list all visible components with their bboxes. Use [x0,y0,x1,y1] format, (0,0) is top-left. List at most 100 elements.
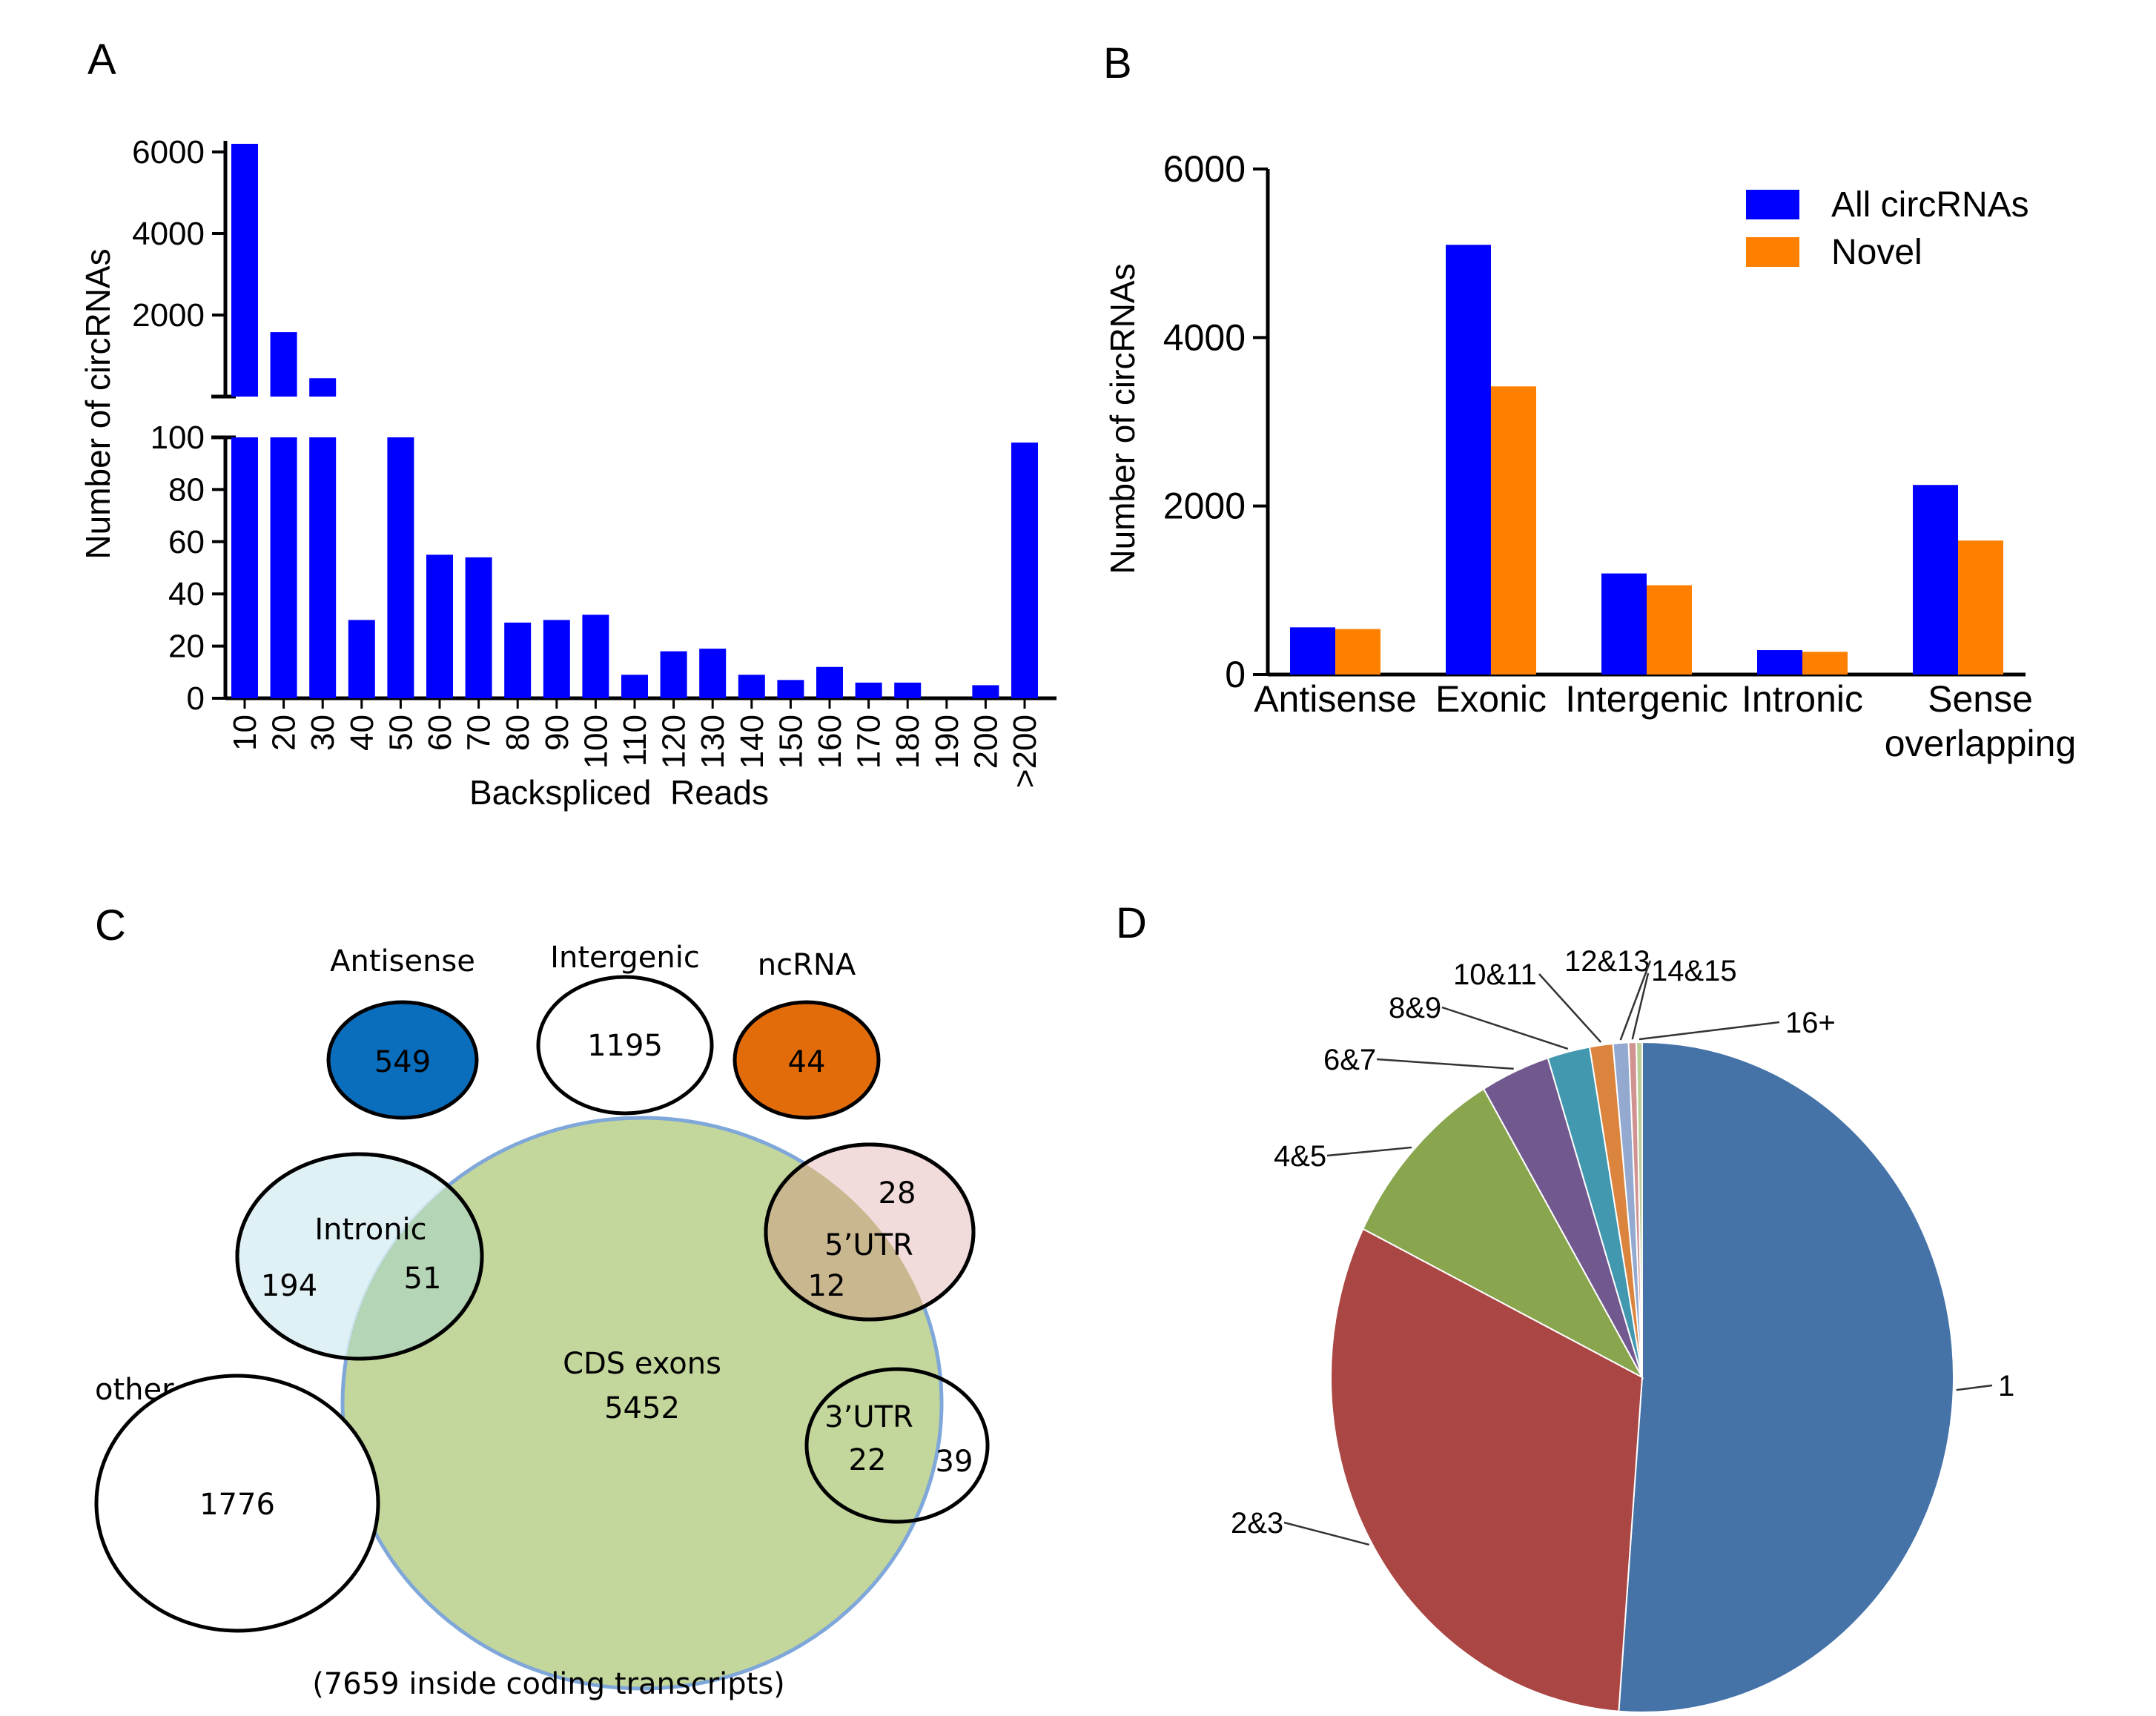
panel-b-y-ticks: 0 2000 4000 6000 [1163,148,1268,695]
count-cds-exons: 5452 [604,1391,680,1425]
pie-label-2&3: 2&3 [1231,1507,1283,1540]
panel-a-x-ticks: 10 20 30 40 50 60 70 80 90 100 110 120 130 140 150 160 1… [227,698,1043,788]
pie-leader-line [1326,1146,1412,1157]
panel-b: B 0 2000 4000 6000 Antisense Exonic Intergeni… [1103,39,2076,764]
bar-10 [231,437,258,698]
y-tick-label: 2000 [132,297,205,334]
x-tick-label: Intergenic [1565,678,1728,720]
legend-swatch-novel [1746,237,1799,267]
x-tick-label: 50 [383,715,419,751]
x-tick-label: overlapping [1885,723,2077,764]
y-tick-label: 40 [168,576,205,612]
pie-leader-line [1639,1021,1780,1041]
count-ncrna: 44 [788,1045,826,1079]
pie-slice-16+ [1636,1041,1643,1378]
panel-b-y-label: Number of circRNAs [1103,263,1142,574]
bar-Novel-Intronic [1802,652,1848,675]
pie-slice-2&3 [1330,1228,1644,1712]
count-intronic-cds: 51 [404,1262,442,1296]
x-tick-label: Intronic [1742,678,1863,720]
panel-a-y-ticks: 0 20 40 60 80 100 2000 4000 6000 [132,134,225,717]
x-tick-label: >200 [1007,715,1043,788]
count-5utr-only: 28 [879,1176,916,1210]
x-tick-label: 200 [968,715,1004,769]
bar-upper-20 [270,332,297,397]
x-tick-label: Antisense [1254,678,1417,720]
x-tick-label: 190 [929,715,965,769]
label-5utr: 5’UTR [824,1228,913,1262]
venn-3utr [804,1367,990,1524]
bar-Novel-Antisense [1335,629,1380,675]
x-tick-label: 160 [812,715,848,769]
x-tick-label: Exonic [1435,678,1547,720]
pie-label-16+: 16+ [1785,1007,1836,1039]
panel-c-label: C [95,901,126,950]
pie-leader-line [1376,1058,1514,1070]
x-tick-label: 40 [344,715,380,751]
venn-antisense [326,1000,479,1120]
panel-b-label: B [1103,39,1132,87]
x-tick-label: 90 [539,715,575,751]
pie-leader-line [1631,973,1650,1040]
pie-label-14&15: 14&15 [1651,955,1737,987]
panel-a-label: A [87,36,116,84]
set-title-ncrna: ncRNA [758,948,856,982]
panel-a-x-label: Backspliced Reads [469,773,769,812]
pie-label-4&5: 4&5 [1274,1140,1326,1173]
legend-swatch-all-circrnas [1746,190,1799,219]
pie-label-6&7: 6&7 [1323,1044,1376,1076]
x-tick-label: 130 [695,715,731,769]
bar-All circRNAs-Antisense [1290,627,1335,675]
bar-60 [426,554,453,698]
x-tick-label: 150 [773,715,809,769]
y-tick-label: 80 [168,471,205,508]
count-intergenic: 1195 [587,1029,663,1063]
x-tick-label: Sense [1928,678,2033,720]
bar-140 [738,675,765,698]
y-tick-label: 4000 [132,216,205,252]
count-5utr-cds: 12 [808,1269,846,1303]
x-tick-label: 170 [851,715,887,769]
x-tick-label: 180 [890,715,926,769]
bar-All circRNAs-Intergenic [1601,573,1647,675]
bar-150 [777,680,804,698]
x-tick-label: 110 [617,715,653,766]
bar-120 [660,651,687,698]
venn-ncrna [733,1000,881,1120]
bar-Novel-Intergenic [1647,585,1692,675]
y-tick-label: 6000 [1163,148,1246,190]
pie-label-1: 1 [1998,1370,2014,1402]
panel-b-x-ticks: Antisense Exonic Intergenic Intronic Senseov… [1254,678,2076,764]
pie-label-8&9: 8&9 [1389,992,1441,1024]
label-intronic: Intronic [314,1213,426,1247]
pie-labels: 1 2&3 4&5 6&7 8&9 10&11 12&13 14&15 16+ [1231,945,2014,1546]
bar-130 [699,649,727,698]
x-tick-label: 140 [734,715,770,769]
bar-170 [855,682,882,698]
x-tick-label: 60 [422,715,458,751]
pie-slice-4&5 [1362,1087,1644,1379]
bar-90 [543,620,570,698]
pie-label-12&13: 12&13 [1564,945,1650,978]
count-other: 1776 [199,1488,275,1522]
count-antisense: 549 [374,1045,431,1079]
y-tick-label: 0 [1225,654,1246,695]
bar-Novel-Sense overlapping [1958,540,2003,675]
pie-leader-line [1283,1521,1370,1546]
panel-a-y-label: Number of circRNAs [79,248,117,559]
x-tick-label: 80 [500,715,536,751]
panel-b-legend: All circRNAs Novel [1746,185,2029,272]
bar-Novel-Exonic [1491,386,1536,675]
bar-80 [504,622,532,698]
panel-d-label: D [1116,899,1147,947]
venn-other [94,1374,380,1633]
bar-All circRNAs-Intronic [1757,650,1802,675]
y-tick-label: 4000 [1163,317,1246,358]
y-tick-label: 60 [168,524,205,560]
y-tick-label: 2000 [1163,486,1246,527]
pie-leader-line [1956,1384,1993,1391]
bar-20 [270,437,297,698]
x-tick-label: 10 [227,715,263,751]
y-tick-label: 20 [168,629,205,665]
